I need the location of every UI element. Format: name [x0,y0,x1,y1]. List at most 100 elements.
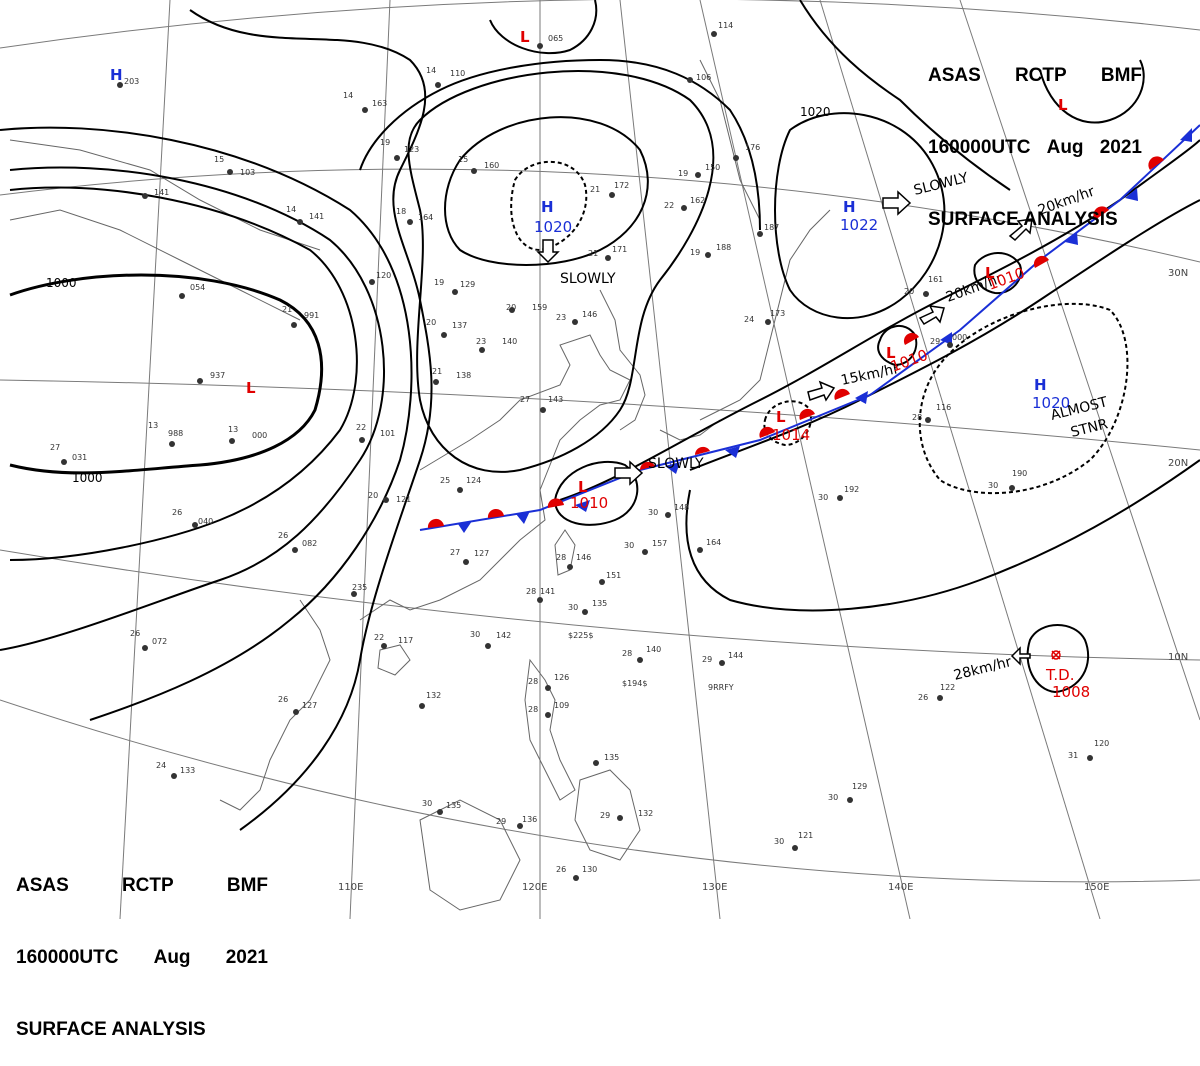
svg-text:19: 19 [434,278,444,287]
svg-text:141: 141 [154,188,169,197]
station: 203 [117,77,139,88]
station: 21 172 [590,181,629,198]
arrow-td-west [1010,646,1031,666]
svg-text:19: 19 [380,138,390,147]
dashed-isobars [510,160,1129,495]
svg-text:20: 20 [368,491,378,500]
svg-text:28: 28 [528,677,538,686]
station: 20 137 [426,318,467,338]
svg-text:127: 127 [302,701,317,710]
svg-text:22: 22 [374,633,384,642]
header-product: ASAS [16,875,69,896]
station: 25 124 [440,476,481,493]
station: 21 171 [588,245,627,261]
header-station: RCTP [1014,65,1067,86]
svg-text:148: 148 [674,503,689,512]
svg-text:150: 150 [705,163,720,172]
station: 29 000 [930,333,967,348]
svg-text:101: 101 [380,429,395,438]
isobar-front-band-n [559,139,1200,501]
svg-text:28: 28 [526,587,536,596]
station: 28 141 [526,587,555,603]
svg-text:27: 27 [450,548,460,557]
svg-text:30: 30 [988,481,998,490]
svg-text:136: 136 [522,815,537,824]
isobar-label-1000-a: 1000 [46,276,77,290]
svg-text:132: 132 [638,809,653,818]
station: 23 146 [556,310,597,325]
svg-text:21: 21 [282,305,292,314]
svg-text:21: 21 [432,367,442,376]
svg-text:160: 160 [484,161,499,170]
svg-text:133: 133 [180,766,195,775]
lon-line-100e [119,0,171,919]
coastlines [9,59,831,911]
arrow-low4-ne [1008,218,1033,242]
svg-text:140: 140 [502,337,517,346]
svg-text:23: 23 [556,313,566,322]
isobar-low-1010-a [553,460,639,526]
isobar-low-1010-c [877,325,918,367]
header-issuer: BMF [1100,65,1142,86]
svg-text:20: 20 [506,303,516,312]
svg-text:031: 031 [72,453,87,462]
station: 29 144 [702,651,743,666]
svg-text:164: 164 [418,213,433,222]
isobar-inner-1 [9,186,358,561]
arrow-low1-east [614,460,644,486]
svg-text:26: 26 [130,629,140,638]
svg-text:126: 126 [554,673,569,682]
lon-line-150e [819,0,1101,919]
station: 26 040 [172,508,213,528]
station: 19 150 [678,163,720,178]
svg-text:31: 31 [1068,751,1078,760]
svg-text:988: 988 [168,429,183,438]
lat-line-40n [0,0,1200,49]
svg-text:30: 30 [470,630,480,639]
coast-china [359,334,631,621]
lat-line-0 [0,699,1200,883]
svg-text:21: 21 [588,249,598,258]
station: 120 [369,271,391,285]
station: 27 143 [520,395,563,413]
stationary-front [419,124,1200,533]
pressure-value: 1020 [1032,394,1070,412]
isobar-outer-1 [0,126,413,721]
svg-text:127: 127 [474,549,489,558]
isobar-1020-high [444,116,649,266]
station: 22 117 [374,633,413,649]
svg-text:20: 20 [904,287,914,296]
svg-text:172: 172 [614,181,629,190]
isobar-north-2 [489,0,598,55]
station: 24 133 [156,761,195,779]
station: 054 [179,283,205,299]
station: 26 130 [556,865,597,881]
dashed-high-pacific [918,302,1129,495]
isobar-high-outer [407,70,715,473]
svg-text:30: 30 [422,799,432,808]
isobar-1000-west [9,273,323,475]
lon-line-160e [959,0,1200,721]
isobar-low-1010-d [973,252,1022,295]
svg-text:142: 142 [496,631,511,640]
svg-text:187: 187 [764,223,779,232]
station: 30 190 [988,469,1027,491]
svg-text:24: 24 [744,315,754,324]
station: 106 [687,73,711,83]
svg-text:991: 991 [304,311,319,320]
station: 135 [593,753,619,766]
header-line-3: SURFACE ANALYSIS [928,209,1118,230]
isobar-front-band-s [689,199,1200,471]
svg-text:30: 30 [828,793,838,802]
isobar-inner-2 [0,166,385,651]
station: 28 116 [912,403,951,423]
arrow-low2-ne [807,380,836,402]
svg-text:18: 18 [396,207,406,216]
station: 31 120 [1068,739,1109,761]
isobar-north-3 [799,0,1011,191]
arrow-high-east [882,190,912,216]
movement-label: SLOWLY [648,456,704,472]
station-code: 9RRFY [708,683,734,692]
svg-text:27: 27 [50,443,60,452]
svg-text:132: 132 [426,691,441,700]
